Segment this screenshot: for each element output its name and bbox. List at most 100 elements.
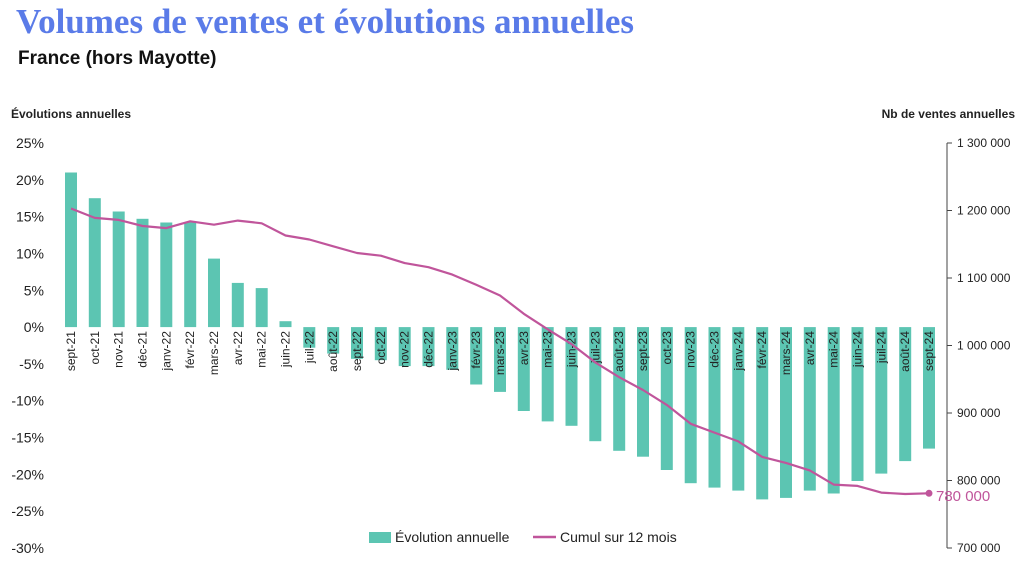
legend-swatch-bars xyxy=(369,532,391,543)
category-label-nov-23: nov-23 xyxy=(684,331,698,368)
bar-nov-22 xyxy=(398,327,411,367)
category-label-sept-21: sept-21 xyxy=(64,331,78,371)
bar-déc-21 xyxy=(136,218,149,327)
category-label-sept-23: sept-23 xyxy=(636,331,650,371)
left-tick-label: -15% xyxy=(11,430,44,446)
category-label-avr-24: avr-24 xyxy=(803,331,817,365)
category-label-juil-23: juil-23 xyxy=(588,331,602,364)
bar-oct-21 xyxy=(88,198,101,328)
bar-sept-21 xyxy=(65,172,77,328)
right-tick-label: 900 000 xyxy=(957,406,1001,420)
right-tick-label: 700 000 xyxy=(957,541,1001,555)
category-label-oct-23: oct-23 xyxy=(660,331,674,365)
category-label-août-22: août-22 xyxy=(326,331,340,372)
category-label-avr-22: avr-22 xyxy=(231,331,245,365)
category-label-mars-22: mars-22 xyxy=(207,331,221,375)
bar-avr-22 xyxy=(231,282,244,328)
line-cumul-12-mois xyxy=(70,207,930,496)
bar-janv-24 xyxy=(732,327,745,491)
line-end-marker xyxy=(925,489,933,497)
category-label-juil-22: juil-22 xyxy=(302,331,316,364)
bar-avr-24 xyxy=(803,327,816,491)
category-label-mai-24: mai-24 xyxy=(827,331,841,368)
bar-sept-24 xyxy=(923,327,935,449)
category-label-août-24: août-24 xyxy=(898,331,912,372)
category-label-juil-24: juil-24 xyxy=(874,331,888,364)
category-label-mars-23: mars-23 xyxy=(493,331,507,375)
category-label-sept-22: sept-22 xyxy=(350,331,364,371)
bar-sept-22 xyxy=(351,327,363,359)
category-label-janv-22: janv-22 xyxy=(159,331,173,372)
bar-mai-24 xyxy=(827,327,840,494)
category-label-nov-22: nov-22 xyxy=(398,331,412,368)
bar-juil-23 xyxy=(589,327,602,442)
bar-mai-22 xyxy=(255,288,268,328)
bar-oct-23 xyxy=(660,327,673,470)
category-label-nov-21: nov-21 xyxy=(112,331,126,368)
category-label-avr-23: avr-23 xyxy=(517,331,531,365)
bar-oct-22 xyxy=(374,327,387,361)
category-label-oct-22: oct-22 xyxy=(374,331,388,365)
bar-nov-23 xyxy=(684,327,697,484)
bar-avr-23 xyxy=(517,327,530,411)
left-tick-label: 25% xyxy=(16,135,44,151)
right-tick-label: 1 000 000 xyxy=(957,339,1011,353)
bar-janv-23 xyxy=(446,327,459,370)
legend-label-line: Cumul sur 12 mois xyxy=(560,529,677,545)
left-axis-title: Évolutions annuelles xyxy=(11,106,131,121)
bar-mars-23 xyxy=(494,327,506,392)
bar-mars-24 xyxy=(780,327,792,498)
bar-juil-22 xyxy=(303,327,316,348)
bar-août-23 xyxy=(613,327,626,451)
left-tick-label: 15% xyxy=(16,209,44,225)
category-label-févr-23: févr-23 xyxy=(469,331,483,369)
end-value-annotation: 780 000 xyxy=(936,488,990,505)
legend-label-bars: Évolution annuelle xyxy=(395,529,510,545)
bar-sept-23 xyxy=(637,327,649,457)
bar-mai-23 xyxy=(541,327,554,422)
category-label-juin-22: juin-22 xyxy=(279,331,293,368)
line-layer xyxy=(70,207,933,497)
category-label-oct-21: oct-21 xyxy=(88,331,102,365)
bar-juin-23 xyxy=(565,327,578,426)
bars-layer xyxy=(65,172,935,500)
bar-août-22 xyxy=(327,327,340,354)
category-label-déc-21: déc-21 xyxy=(136,331,150,368)
bar-juin-22 xyxy=(279,321,292,328)
category-label-mars-24: mars-24 xyxy=(779,331,793,375)
right-tick-label: 1 300 000 xyxy=(957,136,1011,150)
right-tick-label: 800 000 xyxy=(957,474,1001,488)
category-labels: sept-21 oct-21 nov-21 déc-21 janv-22 févr-22 m… xyxy=(64,331,936,375)
right-tick-label: 1 100 000 xyxy=(957,271,1011,285)
chart-title: Volumes de ventes et évolutions annuelle… xyxy=(16,2,635,41)
left-tick-label: 5% xyxy=(24,282,44,298)
category-label-juin-24: juin-24 xyxy=(851,331,865,368)
bar-févr-24 xyxy=(756,327,769,500)
left-tick-label: 10% xyxy=(16,246,44,262)
category-label-août-23: août-23 xyxy=(612,331,626,372)
bar-déc-23 xyxy=(708,327,721,488)
left-tick-label: -20% xyxy=(11,466,44,482)
right-axis-ticks: 1 300 000 1 200 000 1 100 000 1 000 000 900 … xyxy=(947,136,1011,555)
category-label-févr-22: févr-22 xyxy=(183,331,197,369)
bar-janv-22 xyxy=(160,222,173,328)
left-tick-label: 0% xyxy=(24,319,44,335)
chart-subtitle: France (hors Mayotte) xyxy=(18,48,217,69)
category-label-janv-23: janv-23 xyxy=(445,331,459,372)
bar-déc-22 xyxy=(422,327,435,367)
category-label-mai-22: mai-22 xyxy=(255,331,269,368)
bar-févr-23 xyxy=(470,327,483,385)
right-tick-label: 1 200 000 xyxy=(957,204,1011,218)
bar-juil-24 xyxy=(875,327,888,474)
bar-févr-22 xyxy=(184,222,197,328)
category-label-mai-23: mai-23 xyxy=(541,331,555,368)
category-label-janv-24: janv-24 xyxy=(731,331,745,372)
category-label-juin-23: juin-23 xyxy=(565,331,579,368)
category-label-déc-23: déc-23 xyxy=(708,331,722,368)
left-tick-label: 20% xyxy=(16,172,44,188)
legend: Évolution annuelle Cumul sur 12 mois xyxy=(369,529,677,545)
left-axis-ticks: 25% 20% 15% 10% 5% 0% -5% -10% -15% -20% -25% -30% xyxy=(11,135,44,556)
left-tick-label: -5% xyxy=(19,356,44,372)
bar-août-24 xyxy=(899,327,912,462)
